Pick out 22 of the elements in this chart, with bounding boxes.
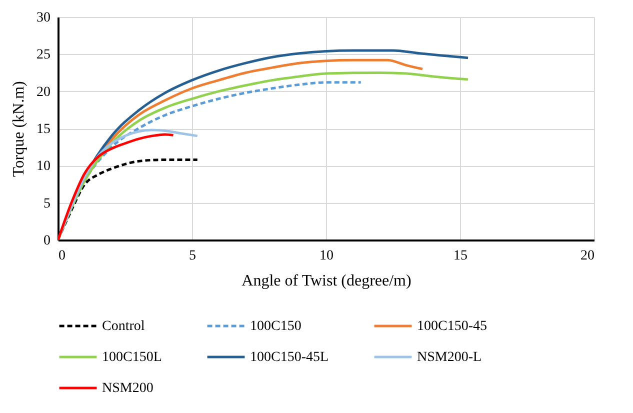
legend-label: NSM200-L	[417, 350, 482, 365]
legend-label: 100C150L	[102, 350, 162, 365]
y-tick-label: 20	[36, 84, 50, 100]
legend-label: 100C150	[250, 319, 302, 334]
legend-label: NSM200	[102, 381, 154, 396]
x-tick-label: 15	[454, 248, 468, 264]
x-tick-label: 0	[58, 248, 66, 264]
y-tick-label: 15	[36, 122, 50, 137]
legend-label: 100C150-45L	[250, 350, 329, 365]
y-tick-label: 5	[44, 196, 50, 212]
y-tick-label: 10	[36, 159, 50, 174]
y-tick-label: 0	[44, 234, 50, 248]
y-axis-title: Torque (kN.m)	[10, 81, 28, 177]
legend-label: 100C150-45	[417, 319, 487, 334]
y-tick-label: 25	[36, 48, 50, 63]
line-series	[58, 133, 174, 240]
legend-label: Control	[102, 319, 145, 334]
x-tick-label: 5	[189, 248, 196, 264]
x-tick-label: 10	[320, 248, 334, 264]
y-tick-label: 30	[36, 10, 50, 26]
x-axis-title: Angle of Twist (degree/m)	[242, 272, 412, 290]
x-tick-label: 20	[580, 248, 594, 264]
